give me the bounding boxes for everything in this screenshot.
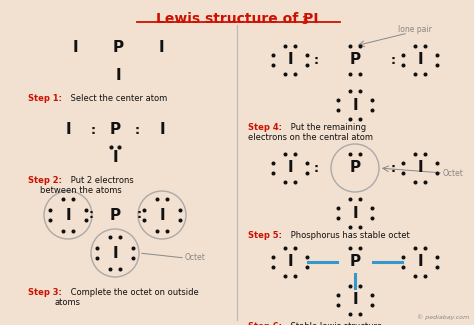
Text: P: P [109,123,120,137]
Text: :: : [313,162,319,175]
Text: I: I [159,207,165,223]
Text: :: : [137,209,142,222]
Text: I: I [352,98,358,112]
Text: Put 2 electrons: Put 2 electrons [68,176,134,185]
Text: P: P [349,254,361,269]
Text: I: I [287,53,293,68]
Text: Step 2:: Step 2: [28,176,62,185]
Text: I: I [115,69,121,84]
Text: I: I [417,161,423,176]
Text: I: I [112,245,118,261]
Text: Lewis structure of PI: Lewis structure of PI [156,12,318,26]
Text: I: I [352,292,358,307]
Text: Step 5:: Step 5: [248,231,282,240]
Text: P: P [349,161,361,176]
Text: Select the center atom: Select the center atom [68,94,167,103]
Text: I: I [159,123,165,137]
Text: :: : [313,54,319,67]
Text: Octet: Octet [443,168,464,177]
Text: I: I [352,205,358,220]
Text: P: P [349,53,361,68]
Text: electrons on the central atom: electrons on the central atom [248,133,373,142]
Text: Step 6:: Step 6: [248,322,282,325]
Text: I: I [72,41,78,56]
Text: Stable lewis structure: Stable lewis structure [288,322,382,325]
Text: P: P [109,207,120,223]
Text: I: I [287,254,293,269]
Text: between the atoms: between the atoms [40,186,122,195]
Text: I: I [65,207,71,223]
Text: I: I [417,254,423,269]
Text: I: I [112,150,118,165]
Text: Step 3:: Step 3: [28,288,62,297]
Text: Put the remaining: Put the remaining [288,123,366,132]
Text: atoms: atoms [55,298,81,307]
Text: 3: 3 [301,16,309,26]
Text: I: I [417,53,423,68]
Text: © pediabay.com: © pediabay.com [417,314,469,320]
Text: I: I [287,161,293,176]
Text: Step 1:: Step 1: [28,94,62,103]
Text: :: : [391,162,395,175]
Text: lone pair: lone pair [398,25,432,34]
Text: Step 4:: Step 4: [248,123,282,132]
Text: :: : [391,54,395,67]
Text: I: I [65,123,71,137]
Text: :: : [89,209,93,222]
Text: P: P [112,41,124,56]
Text: :: : [135,124,139,136]
Text: Phosphorus has stable octet: Phosphorus has stable octet [288,231,410,240]
Text: Octet: Octet [185,254,206,263]
Text: I: I [158,41,164,56]
Text: :: : [91,124,95,136]
Text: Complete the octet on outside: Complete the octet on outside [68,288,199,297]
